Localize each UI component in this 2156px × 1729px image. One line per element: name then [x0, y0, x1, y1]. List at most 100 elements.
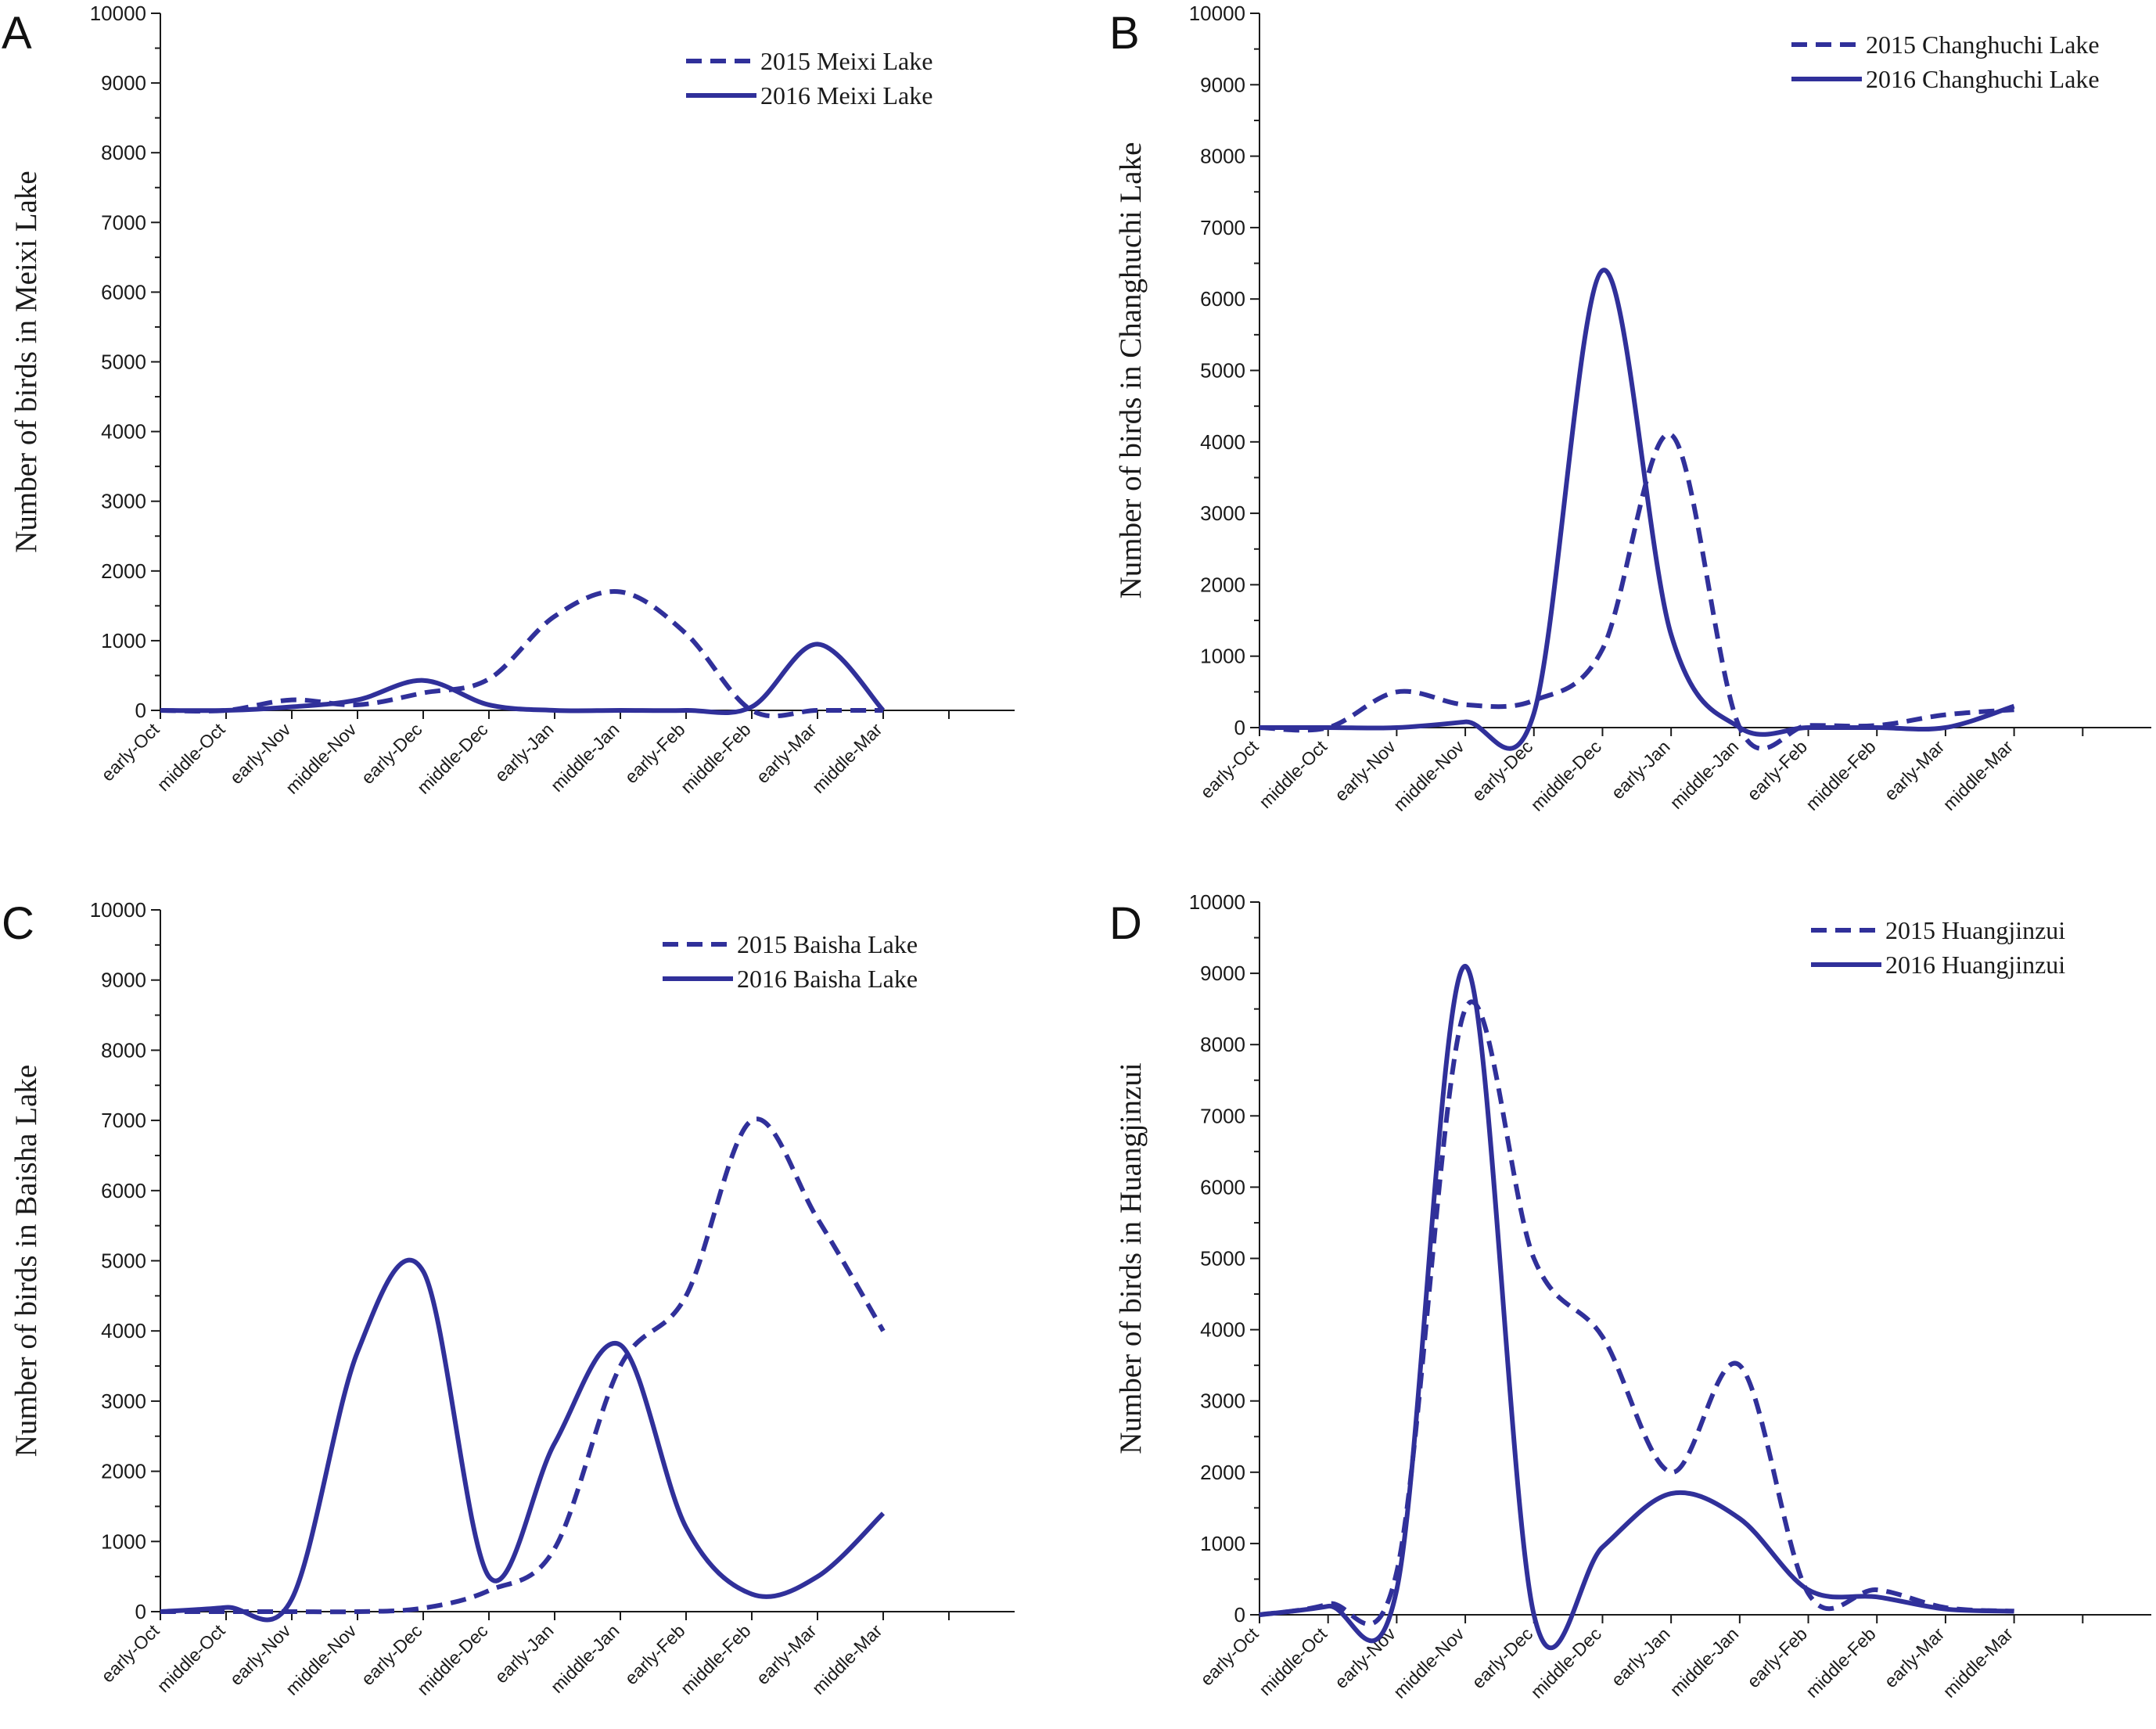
- y-axis-title: Number of birds in Baisha Lake: [9, 1065, 43, 1457]
- data-point: [749, 1118, 754, 1123]
- y-tick-label: 8000: [101, 141, 146, 164]
- legend-label: 2015 Meixi Lake: [760, 47, 932, 75]
- y-tick-label: 9000: [1200, 73, 1245, 96]
- panel-c: C 0 1000 2000 3000 4000 5000 6000 7000 8000 9000 10…: [2, 898, 1015, 1699]
- panel-a: A 0 1000 2000 3000 4000 5000 6000 7000 8000 9000 10…: [2, 2, 1015, 798]
- data-point: [552, 1441, 557, 1446]
- data-point: [1532, 1612, 1536, 1617]
- y-tick-label: 5000: [1200, 359, 1245, 383]
- x-tick-label: middle-Oct: [153, 1620, 229, 1696]
- x-tick-label: middle-Dec: [413, 719, 492, 798]
- x-tick-label: early-Jan: [1607, 1623, 1673, 1690]
- data-point: [289, 1597, 294, 1601]
- y-tick-label: 8000: [1200, 1033, 1245, 1056]
- data-point: [355, 703, 360, 707]
- x-tick-label: early-Dec: [358, 719, 426, 788]
- y-axis-title: Number of birds in Changhuchi Lake: [1114, 142, 1148, 599]
- y-tick-label: 6000: [101, 1179, 146, 1202]
- data-point: [815, 1217, 820, 1221]
- y-tick-label: 6000: [1200, 287, 1245, 311]
- y-tick-label: 2000: [101, 559, 146, 583]
- y-tick-label: 6000: [101, 280, 146, 304]
- data-point: [552, 708, 557, 713]
- data-point: [224, 1609, 228, 1614]
- x-tick-label: early-Feb: [1743, 1623, 1811, 1691]
- series-line-2016: [160, 1257, 886, 1623]
- data-point: [1737, 1363, 1742, 1368]
- data-point: [421, 1269, 426, 1274]
- y-tick-label: 1000: [101, 1530, 146, 1553]
- x-tick-label: early-Oct: [1196, 736, 1263, 803]
- data-point: [1943, 1607, 1948, 1612]
- data-point: [618, 708, 623, 713]
- series-line-2015: [160, 588, 883, 719]
- data-point: [289, 1609, 294, 1614]
- data-point: [1326, 1604, 1331, 1609]
- y-tick-label: 8000: [101, 1038, 146, 1062]
- y-tick-label: 7000: [101, 1109, 146, 1132]
- data-point: [1532, 711, 1536, 716]
- x-tick-label: early-Dec: [358, 1620, 426, 1689]
- x-tick-label: middle-Dec: [413, 1620, 492, 1699]
- y-tick-label: 0: [1234, 1603, 1245, 1627]
- legend-label: 2015 Baisha Lake: [737, 930, 918, 958]
- data-point: [1806, 1587, 1811, 1592]
- data-point: [289, 705, 294, 710]
- panel-letter: A: [2, 8, 32, 59]
- legend-label: 2015 Changhuchi Lake: [1866, 31, 2100, 59]
- x-tick-label: middle-Dec: [1526, 736, 1605, 815]
- x-tick-label: middle-Oct: [1255, 1623, 1331, 1699]
- x-tick-label: early-Mar: [1880, 1623, 1948, 1691]
- data-point: [1943, 725, 1948, 730]
- data-point: [815, 642, 820, 646]
- data-point: [224, 708, 228, 713]
- data-point: [1874, 725, 1879, 730]
- x-tick-label: middle-Jan: [1666, 1623, 1742, 1700]
- data-point: [421, 1606, 426, 1611]
- y-tick-label: 3000: [1200, 501, 1245, 525]
- y-tick-label: 6000: [1200, 1175, 1245, 1199]
- x-tick-label: middle-Jan: [547, 1620, 623, 1697]
- x-tick-label: early-Nov: [1331, 736, 1400, 805]
- x-tick-label: middle-Oct: [153, 719, 229, 795]
- data-point: [487, 1574, 491, 1579]
- panel-b: B 0 1000 2000 3000 4000 5000 6000 7000 8000 9000 10…: [1109, 2, 2151, 815]
- data-point: [1669, 433, 1673, 437]
- data-point: [749, 1592, 754, 1597]
- y-tick-label: 1000: [1200, 645, 1245, 668]
- data-point: [1394, 725, 1399, 730]
- data-point: [487, 703, 491, 707]
- data-point: [1463, 1007, 1468, 1012]
- data-point: [815, 708, 820, 713]
- data-point: [421, 678, 426, 683]
- series-line-2015: [160, 1116, 886, 1615]
- x-tick-label: early-Nov: [226, 719, 295, 788]
- data-point: [1463, 703, 1468, 707]
- data-point: [355, 1350, 360, 1354]
- data-point: [1394, 1587, 1399, 1592]
- y-tick-label: 1000: [1200, 1532, 1245, 1555]
- y-tick-label: 5000: [1200, 1247, 1245, 1271]
- legend-label: 2016 Huangjinzui: [1885, 951, 2065, 979]
- data-point: [1669, 1470, 1673, 1475]
- x-tick-label: early-Mar: [752, 1620, 820, 1688]
- panel-letter: B: [1109, 8, 1140, 59]
- y-tick-label: 3000: [101, 1389, 146, 1413]
- data-point: [487, 1588, 491, 1593]
- x-tick-label: early-Jan: [490, 1620, 557, 1687]
- y-tick-label: 7000: [1200, 1104, 1245, 1127]
- y-tick-label: 8000: [1200, 145, 1245, 168]
- data-point: [1600, 647, 1604, 652]
- y-tick-label: 7000: [101, 210, 146, 234]
- series-line-2016: [1259, 963, 2014, 1651]
- panel-d: D 0 1000 2000 3000 4000 5000 6000 7000 8000 9000 10…: [1109, 890, 2151, 1702]
- data-point: [684, 1293, 688, 1298]
- series-line-2015: [1259, 999, 2014, 1627]
- x-tick-label: early-Mar: [752, 719, 820, 787]
- data-point: [1463, 964, 1468, 969]
- y-axis-title: Number of birds in Meixi Lake: [9, 171, 43, 552]
- data-point: [1463, 720, 1468, 724]
- x-tick-label: middle-Jan: [1666, 736, 1742, 813]
- data-point: [355, 1609, 360, 1614]
- data-point: [684, 708, 688, 713]
